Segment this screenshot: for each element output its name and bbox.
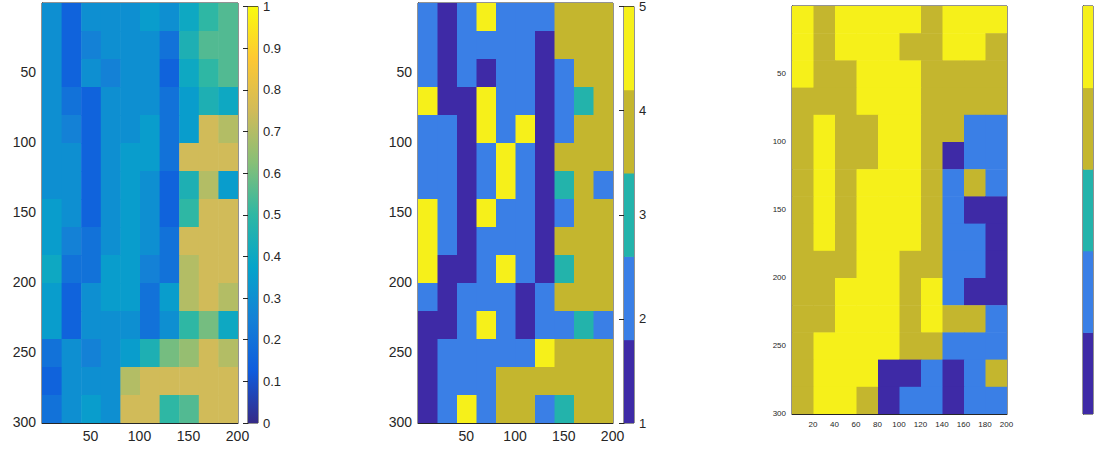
svg-text:1: 1 [263, 0, 270, 14]
svg-text:80: 80 [873, 420, 882, 429]
svg-text:150: 150 [389, 204, 413, 220]
svg-text:50: 50 [777, 69, 786, 78]
svg-text:0.5: 0.5 [263, 207, 281, 222]
svg-text:150: 150 [552, 428, 576, 444]
svg-text:200: 200 [601, 428, 625, 444]
svg-text:40: 40 [830, 420, 839, 429]
svg-text:50: 50 [20, 64, 36, 80]
svg-text:300: 300 [13, 414, 37, 430]
svg-text:3: 3 [639, 207, 646, 222]
svg-text:50: 50 [458, 428, 474, 444]
svg-text:160: 160 [957, 420, 971, 429]
svg-text:50: 50 [83, 428, 99, 444]
svg-text:100: 100 [13, 134, 37, 150]
svg-text:100: 100 [128, 428, 152, 444]
svg-text:300: 300 [389, 414, 413, 430]
svg-text:200: 200 [1000, 420, 1014, 429]
svg-text:20: 20 [809, 420, 818, 429]
svg-text:0.4: 0.4 [263, 249, 281, 264]
svg-text:0.3: 0.3 [263, 291, 281, 306]
svg-text:100: 100 [503, 428, 527, 444]
svg-text:4: 4 [639, 103, 646, 118]
svg-text:100: 100 [773, 137, 787, 146]
svg-text:180: 180 [978, 420, 992, 429]
svg-text:60: 60 [852, 420, 861, 429]
svg-text:200: 200 [389, 274, 413, 290]
svg-text:1: 1 [639, 416, 646, 431]
svg-text:200: 200 [773, 273, 787, 282]
svg-text:0.8: 0.8 [263, 82, 281, 97]
svg-text:100: 100 [892, 420, 906, 429]
svg-text:200: 200 [13, 274, 37, 290]
svg-text:0.1: 0.1 [263, 374, 281, 389]
svg-text:0.7: 0.7 [263, 124, 281, 139]
svg-text:200: 200 [226, 428, 250, 444]
svg-text:300: 300 [773, 409, 787, 418]
svg-text:250: 250 [13, 344, 37, 360]
svg-text:0.9: 0.9 [263, 41, 281, 56]
svg-text:150: 150 [177, 428, 201, 444]
svg-text:120: 120 [914, 420, 928, 429]
svg-text:50: 50 [396, 64, 412, 80]
svg-text:100: 100 [389, 134, 413, 150]
svg-text:150: 150 [13, 204, 37, 220]
svg-text:150: 150 [773, 205, 787, 214]
svg-text:0.2: 0.2 [263, 332, 281, 347]
svg-text:2: 2 [639, 311, 646, 326]
svg-text:250: 250 [389, 344, 413, 360]
svg-text:140: 140 [935, 420, 949, 429]
svg-text:0.6: 0.6 [263, 166, 281, 181]
svg-text:250: 250 [773, 341, 787, 350]
svg-text:5: 5 [639, 0, 646, 14]
svg-text:0: 0 [263, 416, 270, 431]
